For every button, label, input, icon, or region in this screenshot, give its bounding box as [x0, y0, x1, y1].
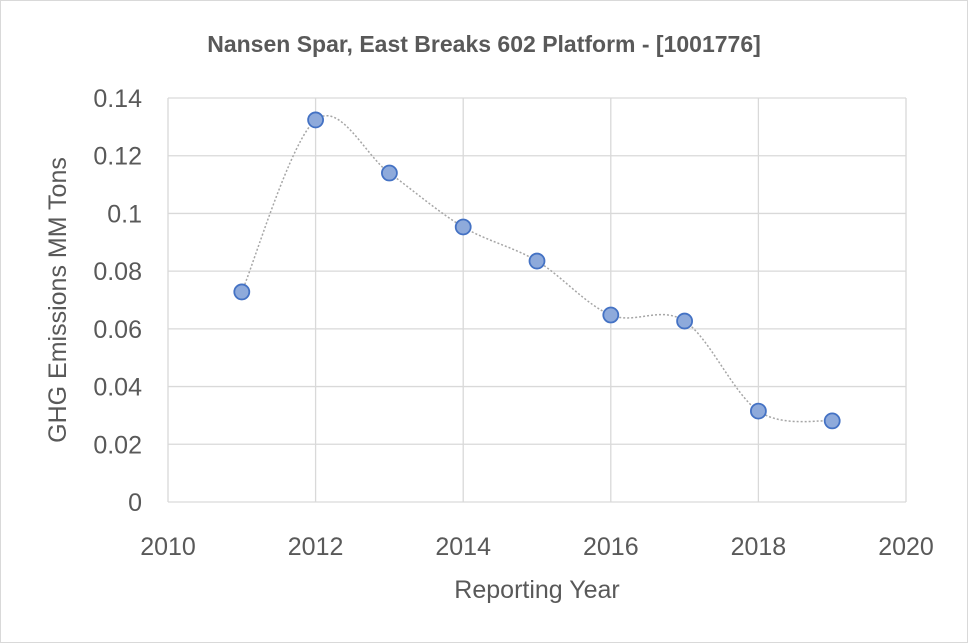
data-point: [602, 306, 620, 324]
x-tick-label: 2012: [288, 533, 344, 561]
data-point: [750, 402, 767, 420]
data-point: [454, 218, 472, 236]
data-point: [823, 412, 841, 430]
data-point: [528, 252, 546, 270]
y-axis-label: GHG Emissions MM Tons: [44, 157, 72, 443]
x-axis-label: Reporting Year: [454, 576, 619, 604]
x-tick-label: 2018: [731, 533, 787, 561]
y-tick-label: 0.06: [93, 316, 142, 344]
data-point: [307, 111, 325, 129]
chart-title: Nansen Spar, East Breaks 602 Platform - …: [207, 31, 761, 57]
data-point: [380, 164, 398, 182]
y-tick-label: 0: [128, 489, 142, 517]
x-tick-label: 2010: [140, 533, 196, 561]
x-tick-label: 2020: [878, 533, 934, 561]
y-tick-label: 0.14: [93, 85, 142, 113]
y-tick-label: 0.1: [107, 200, 142, 228]
y-tick-label: 0.12: [93, 143, 142, 171]
y-tick-label: 0.04: [93, 374, 142, 402]
data-point: [233, 283, 251, 301]
data-point: [676, 312, 693, 330]
x-tick-label: 2014: [435, 533, 491, 561]
y-tick-label: 0.08: [93, 258, 142, 286]
y-tick-label: 0.02: [93, 431, 142, 459]
x-tick-label: 2016: [583, 533, 639, 561]
